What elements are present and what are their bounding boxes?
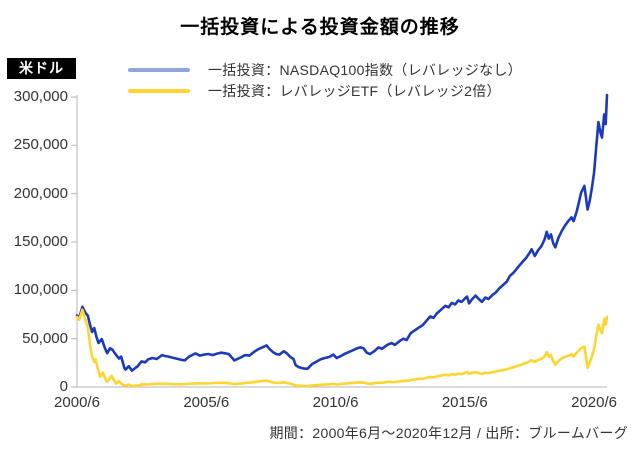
y-tick-label: 0 bbox=[59, 378, 68, 395]
y-tick-label: 300,000 bbox=[13, 88, 68, 105]
legend-swatch-nasdaq-icon bbox=[128, 67, 190, 72]
legend-label-leveraged-etf: 一括投資：レバレッジETF（レバレッジ2倍） bbox=[208, 82, 501, 99]
x-tick-label: 2015/6 bbox=[441, 394, 488, 411]
nasdaq-line bbox=[75, 93, 609, 372]
source-note: 期間：2000年6月～2020年12月 / 出所：ブルームバーグ bbox=[269, 425, 628, 441]
x-tick-label: 2005/6 bbox=[183, 394, 230, 411]
y-tick-label: 200,000 bbox=[13, 184, 68, 202]
y-tick-label: 250,000 bbox=[13, 136, 68, 154]
x-tick-label: 2010/6 bbox=[312, 394, 359, 411]
unit-badge: 米ドル bbox=[7, 58, 76, 79]
y-tick-label: 100,000 bbox=[13, 281, 68, 299]
x-tick-label: 2020/6 bbox=[571, 394, 617, 411]
x-tick-label: 2000/6 bbox=[54, 394, 100, 411]
legend-item-nasdaq: 一括投資：NASDAQ100指数（レバレッジなし） bbox=[128, 59, 522, 80]
y-tick-label: 150,000 bbox=[13, 233, 68, 250]
legend: 一括投資：NASDAQ100指数（レバレッジなし） 一括投資：レバレッジETF（… bbox=[128, 59, 522, 101]
legend-label-nasdaq: 一括投資：NASDAQ100指数（レバレッジなし） bbox=[208, 61, 522, 78]
y-tick-label: 50,000 bbox=[22, 329, 68, 347]
leverage-etf-line bbox=[75, 308, 609, 388]
legend-swatch-leveraged-etf-icon bbox=[128, 88, 190, 93]
chart-title: 一括投資による投資金額の推移 bbox=[180, 17, 460, 38]
legend-item-leveraged-etf: 一括投資：レバレッジETF（レバレッジ2倍） bbox=[128, 80, 522, 101]
